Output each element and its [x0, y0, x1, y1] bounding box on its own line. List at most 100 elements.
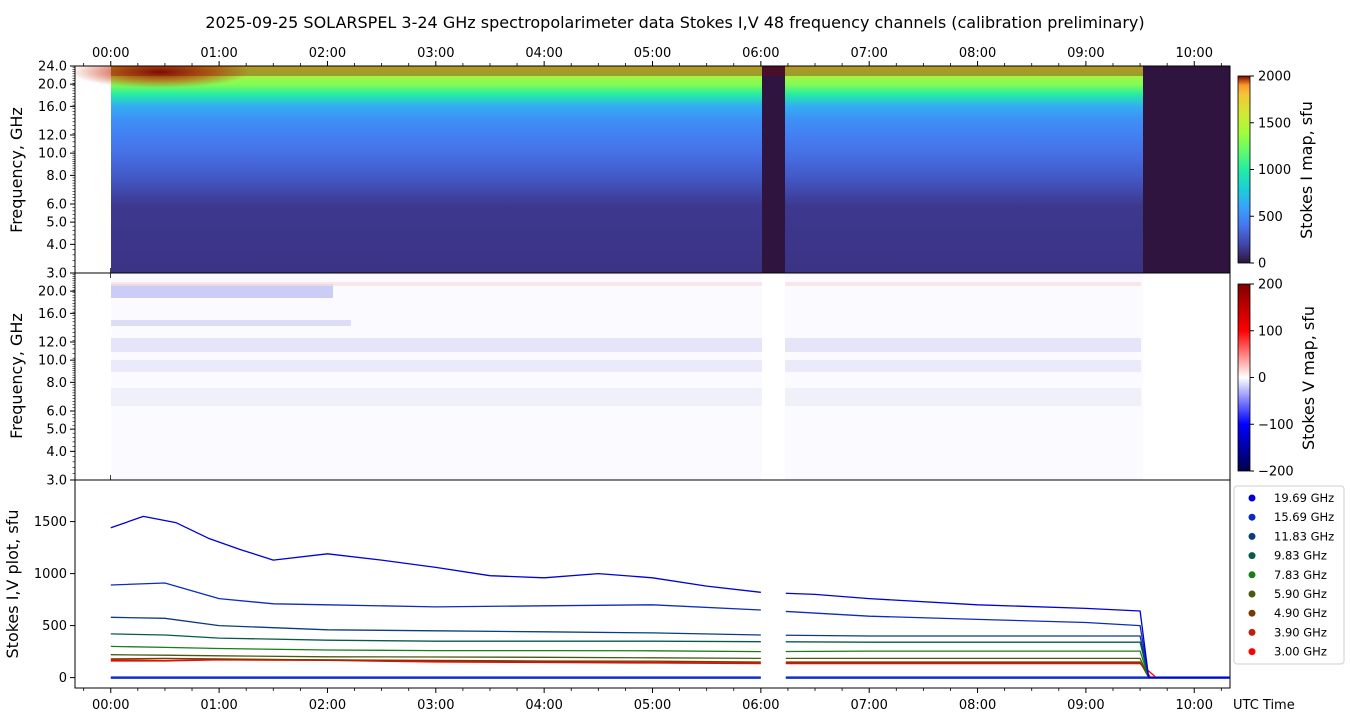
colorbar-tick-label: 0	[1258, 371, 1266, 386]
top-time-tick-label: 02:00	[309, 46, 346, 61]
colorbar-tick-label: 0	[1258, 257, 1266, 272]
top-time-tick-label: 05:00	[634, 46, 671, 61]
stokes-i-map-panel	[75, 66, 1230, 273]
colorbar-tick-label: 1000	[1258, 163, 1291, 178]
legend-label: 11.83 GHz	[1274, 529, 1334, 543]
bottom-time-tick-label: 01:00	[200, 698, 237, 713]
stokes-v-colorbar	[1237, 283, 1251, 472]
legend-marker	[1248, 532, 1256, 540]
series-line-7-83-ghz	[110, 645, 1230, 679]
top-time-tick-label: 04:00	[525, 46, 562, 61]
frequency-tick-label: 3.0	[46, 267, 67, 282]
colorbar-tick-label: 200	[1258, 278, 1283, 293]
stokes-i-colorbar	[1237, 75, 1251, 264]
stokes-v-negative-band-10ghz	[111, 360, 1141, 372]
frequency-tick-label: 8.0	[46, 376, 67, 391]
bottom-time-tick-label: 02:00	[309, 698, 346, 713]
legend-marker	[1248, 513, 1256, 521]
stokes-iv-plot-lines	[110, 515, 1230, 680]
top-time-tick-label: 08:00	[959, 46, 996, 61]
chart-title: 2025-09-25 SOLARSPEL 3-24 GHz spectropol…	[205, 13, 1144, 32]
legend: 19.69 GHz 15.69 GHz 11.83 GHz 9.83 GHz 7.83 …	[1233, 485, 1345, 665]
stokes-i-y-label: Frequency, GHz	[7, 107, 26, 233]
stokes-v-negative-band-15ghz	[111, 320, 351, 326]
frequency-tick-label: 20.0	[38, 78, 67, 93]
legend-label: 5.90 GHz	[1274, 587, 1327, 601]
stokes-i-top-band	[111, 66, 1143, 76]
colorbar-tick-label: −100	[1258, 418, 1294, 433]
stokes-v-y-label: Frequency, GHz	[7, 313, 26, 439]
plot-tick-label: 500	[42, 619, 67, 634]
bottom-time-tick-label: 03:00	[417, 698, 454, 713]
stokes-v-negative-band-12ghz	[111, 338, 1141, 352]
frequency-tick-label: 4.0	[46, 445, 67, 460]
legend-label: 3.00 GHz	[1274, 645, 1327, 659]
bottom-time-tick-label: 05:00	[634, 698, 671, 713]
frequency-tick-label: 12.0	[38, 129, 67, 144]
top-time-tick-label: 10:00	[1176, 46, 1213, 61]
stokes-i-data-gap-2	[1143, 66, 1230, 273]
stokes-i-colorbar-ticks: 0 500 1000 1500 2000	[1250, 70, 1291, 272]
stokes-v-map-background	[111, 273, 1230, 480]
frequency-tick-label: 10.0	[38, 147, 67, 162]
plot-tick-label: 1500	[34, 515, 67, 530]
stokes-v-map-panel	[111, 273, 1230, 480]
legend-marker	[1248, 494, 1256, 502]
legend-marker	[1248, 571, 1256, 579]
bottom-time-tick-label: 06:00	[742, 698, 779, 713]
frequency-tick-label: 5.0	[46, 423, 67, 438]
stokes-v-data-gap-2	[1143, 273, 1230, 480]
stokes-iv-y-label: Stokes I,V plot, sfu	[3, 510, 22, 659]
series-line-19-69-ghz	[110, 515, 1230, 679]
stokes-i-early-high-flux-region	[75, 66, 250, 88]
frequency-tick-label: 20.0	[38, 285, 67, 300]
bottom-time-axis: 00:00 01:00 02:00 03:00 04:00 05:00 06:00 07:00…	[92, 698, 1213, 713]
top-time-tick-label: 03:00	[417, 46, 454, 61]
stokes-i-colorbar-label: Stokes I map, sfu	[1297, 101, 1316, 239]
plot-tick-label: 0	[59, 671, 67, 686]
colorbar-tick-label: 2000	[1258, 70, 1291, 85]
stokes-i-y-axis: 3.0 4.0 5.0 6.0 8.0 10.0 12.0 16.0 20.0 24.0	[38, 60, 75, 282]
legend-marker	[1248, 590, 1256, 598]
colorbar-tick-label: −200	[1258, 465, 1294, 480]
legend-marker	[1248, 552, 1256, 560]
frequency-tick-label: 12.0	[38, 336, 67, 351]
top-time-tick-label: 06:00	[742, 46, 779, 61]
stokes-i-data-gap-1	[762, 66, 785, 273]
bottom-time-tick-label: 10:00	[1176, 698, 1213, 713]
series-line-4-90-ghz	[110, 657, 1230, 679]
series-line-11-83-ghz	[110, 616, 1230, 679]
bottom-time-tick-label: 08:00	[959, 698, 996, 713]
legend-label: 15.69 GHz	[1274, 510, 1334, 524]
stokes-v-colorbar-label: Stokes V map, sfu	[1299, 306, 1318, 450]
frequency-tick-label: 6.0	[46, 198, 67, 213]
top-time-tick-label: 09:00	[1067, 46, 1104, 61]
series-line-15-69-ghz	[110, 582, 1230, 679]
stokes-v-colorbar-ticks: −200 −100 0 100 200	[1250, 278, 1294, 480]
legend-label: 3.90 GHz	[1274, 625, 1327, 639]
top-time-tick-label: 07:00	[850, 46, 887, 61]
frequency-tick-label: 4.0	[46, 238, 67, 253]
stokes-v-negative-band-7ghz	[111, 388, 1141, 406]
legend-label: 7.83 GHz	[1274, 568, 1327, 582]
stokes-iv-plot-frame	[74, 479, 1231, 689]
frequency-tick-label: 3.0	[46, 474, 67, 489]
frequency-tick-label: 8.0	[46, 169, 67, 184]
stokes-i-map-data-block-1	[111, 66, 762, 273]
legend-marker	[1248, 628, 1256, 636]
legend-label: 19.69 GHz	[1274, 491, 1334, 505]
stokes-i-map-data-block-2	[785, 66, 1143, 273]
frequency-tick-label: 10.0	[38, 354, 67, 369]
legend-marker	[1248, 609, 1256, 617]
legend-box	[1233, 485, 1345, 665]
frequency-tick-label: 24.0	[38, 60, 67, 75]
colorbar-tick-label: 100	[1258, 324, 1283, 339]
top-time-tick-label: 00:00	[92, 46, 129, 61]
frequency-tick-label: 16.0	[38, 100, 67, 115]
x-axis-label: UTC Time	[1233, 698, 1295, 713]
frequency-tick-label: 16.0	[38, 307, 67, 322]
bottom-time-tick-label: 09:00	[1067, 698, 1104, 713]
plot-tick-label: 1000	[34, 567, 67, 582]
bottom-time-tick-label: 04:00	[525, 698, 562, 713]
plot-data-gap	[760, 590, 786, 680]
